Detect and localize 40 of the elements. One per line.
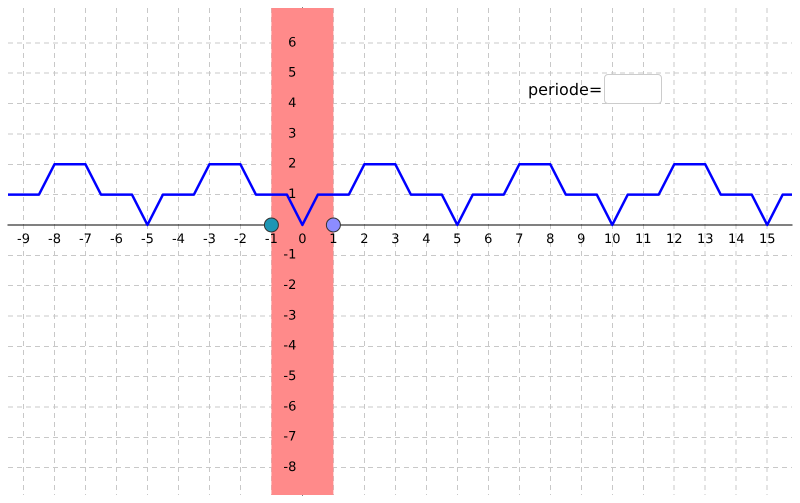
x-tick-label: 11	[634, 232, 652, 247]
y-tick-label: 2	[288, 156, 296, 172]
y-tick-label: 3	[288, 126, 296, 142]
x-tick-label: 6	[484, 232, 492, 247]
y-tick-label: 1	[288, 186, 296, 202]
y-tick-label: -1	[283, 248, 296, 263]
x-tick-label: 1	[329, 232, 338, 247]
x-tick-label: -4	[172, 232, 185, 247]
y-tick-label: 4	[288, 96, 296, 111]
x-tick-label: 3	[391, 232, 400, 247]
y-tick-label: -7	[283, 430, 296, 445]
x-tick-label: 8	[546, 232, 554, 247]
annotation: periode=	[528, 80, 602, 98]
x-tick-label: -8	[48, 232, 61, 247]
y-tick-label: -5	[283, 369, 296, 384]
x-tick-label: -2	[234, 232, 247, 247]
y-tick-label: -8	[283, 460, 296, 476]
y-tick-label: 5	[288, 66, 296, 81]
x-tick-label: 4	[422, 232, 430, 247]
x-tick-label: -1	[264, 232, 278, 247]
x-tick-label: -3	[202, 232, 216, 247]
x-tick-label: 9	[577, 232, 586, 247]
x-tick-label: -9	[17, 232, 30, 247]
x-tick-label: 7	[515, 232, 524, 247]
x-tick-label: -5	[140, 232, 154, 247]
x-tick-label: 5	[453, 232, 462, 247]
x-tick-label: 0	[298, 232, 307, 247]
x-tick-label: 10	[604, 232, 621, 247]
x-tick-label: 14	[728, 232, 744, 247]
y-tick-label: -4	[283, 338, 296, 354]
x-tick-label: -6	[110, 232, 123, 247]
x-tick-label: 15	[758, 232, 776, 247]
y-tick-label: -2	[283, 278, 296, 294]
y-tick-label: -3	[283, 308, 296, 324]
x-tick-label: 13	[696, 232, 714, 247]
x-tick-label: -7	[78, 232, 92, 247]
x-tick-label: 12	[666, 232, 683, 247]
y-tick-label: 6	[288, 35, 296, 50]
y-tick-label: -6	[283, 399, 296, 414]
x-tick-label: 2	[360, 232, 369, 247]
